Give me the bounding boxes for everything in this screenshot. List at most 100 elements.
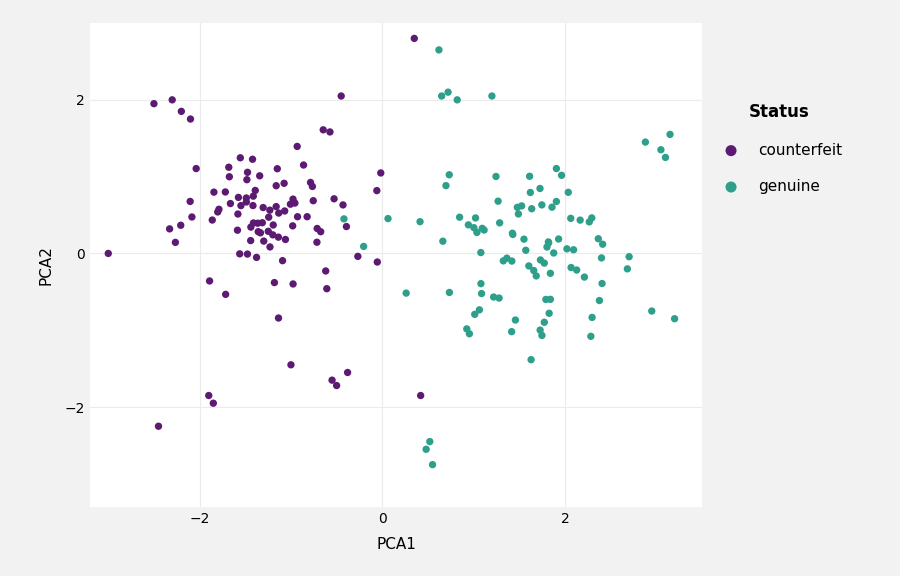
counterfeit <box>147 99 161 108</box>
genuine <box>381 214 395 223</box>
genuine <box>544 203 559 212</box>
genuine <box>549 197 563 206</box>
genuine <box>436 237 450 246</box>
genuine <box>658 153 672 162</box>
counterfeit <box>184 213 199 222</box>
genuine <box>537 259 552 268</box>
counterfeit <box>239 198 254 207</box>
genuine <box>596 240 610 249</box>
counterfeit <box>339 222 354 231</box>
genuine <box>470 228 484 237</box>
counterfeit <box>255 218 269 228</box>
X-axis label: PCA1: PCA1 <box>376 537 416 552</box>
counterfeit <box>270 164 284 173</box>
Y-axis label: PCA2: PCA2 <box>39 245 54 285</box>
genuine <box>585 213 599 222</box>
counterfeit <box>275 256 290 266</box>
genuine <box>592 296 607 305</box>
counterfeit <box>269 181 284 190</box>
genuine <box>474 289 489 298</box>
genuine <box>522 262 536 271</box>
genuine <box>585 313 599 322</box>
counterfeit <box>165 95 179 104</box>
genuine <box>533 325 547 335</box>
counterfeit <box>319 266 333 275</box>
counterfeit <box>168 238 183 247</box>
genuine <box>595 279 609 288</box>
genuine <box>644 306 659 316</box>
genuine <box>492 218 507 228</box>
genuine <box>442 170 456 179</box>
genuine <box>496 256 510 266</box>
genuine <box>435 92 449 101</box>
genuine <box>460 324 474 334</box>
genuine <box>337 214 351 223</box>
counterfeit <box>269 202 284 211</box>
genuine <box>533 255 547 264</box>
genuine <box>563 214 578 223</box>
counterfeit <box>286 195 301 204</box>
genuine <box>510 203 525 212</box>
counterfeit <box>248 186 263 195</box>
counterfeit <box>219 290 233 299</box>
genuine <box>564 263 579 272</box>
genuine <box>591 234 606 243</box>
genuine <box>535 200 549 210</box>
genuine <box>506 230 520 239</box>
counterfeit <box>251 227 266 236</box>
genuine <box>489 172 503 181</box>
genuine <box>537 317 552 327</box>
counterfeit <box>325 376 339 385</box>
counterfeit <box>266 221 281 230</box>
counterfeit <box>256 203 270 212</box>
genuine <box>662 130 677 139</box>
genuine <box>533 184 547 193</box>
counterfeit <box>351 252 365 261</box>
counterfeit <box>221 162 236 172</box>
counterfeit <box>340 368 355 377</box>
counterfeit <box>230 210 245 219</box>
genuine <box>560 244 574 253</box>
genuine <box>544 268 558 278</box>
counterfeit <box>162 224 176 233</box>
counterfeit <box>323 127 338 137</box>
counterfeit <box>234 201 248 210</box>
genuine <box>492 293 507 302</box>
genuine <box>549 164 563 173</box>
genuine <box>491 196 505 206</box>
counterfeit <box>189 164 203 173</box>
counterfeit <box>306 196 320 205</box>
genuine <box>461 220 475 229</box>
counterfeit <box>374 168 388 177</box>
counterfeit <box>207 188 221 197</box>
counterfeit <box>329 381 344 390</box>
counterfeit <box>239 175 254 184</box>
genuine <box>518 245 533 255</box>
counterfeit <box>271 233 285 242</box>
counterfeit <box>313 227 328 236</box>
genuine <box>485 92 500 101</box>
counterfeit <box>211 207 225 217</box>
genuine <box>542 309 556 318</box>
genuine <box>426 460 440 469</box>
counterfeit <box>267 278 282 287</box>
counterfeit <box>253 228 267 237</box>
counterfeit <box>296 161 310 170</box>
genuine <box>622 252 636 262</box>
genuine <box>517 234 531 244</box>
counterfeit <box>232 249 247 259</box>
genuine <box>453 213 467 222</box>
genuine <box>570 266 584 275</box>
counterfeit <box>291 212 305 221</box>
counterfeit <box>174 221 188 230</box>
counterfeit <box>218 187 232 196</box>
counterfeit <box>101 249 115 258</box>
counterfeit <box>205 215 220 225</box>
genuine <box>473 279 488 288</box>
counterfeit <box>202 276 217 286</box>
counterfeit <box>327 194 341 203</box>
counterfeit <box>288 199 302 208</box>
counterfeit <box>316 125 330 134</box>
genuine <box>463 329 477 338</box>
genuine <box>486 293 500 302</box>
